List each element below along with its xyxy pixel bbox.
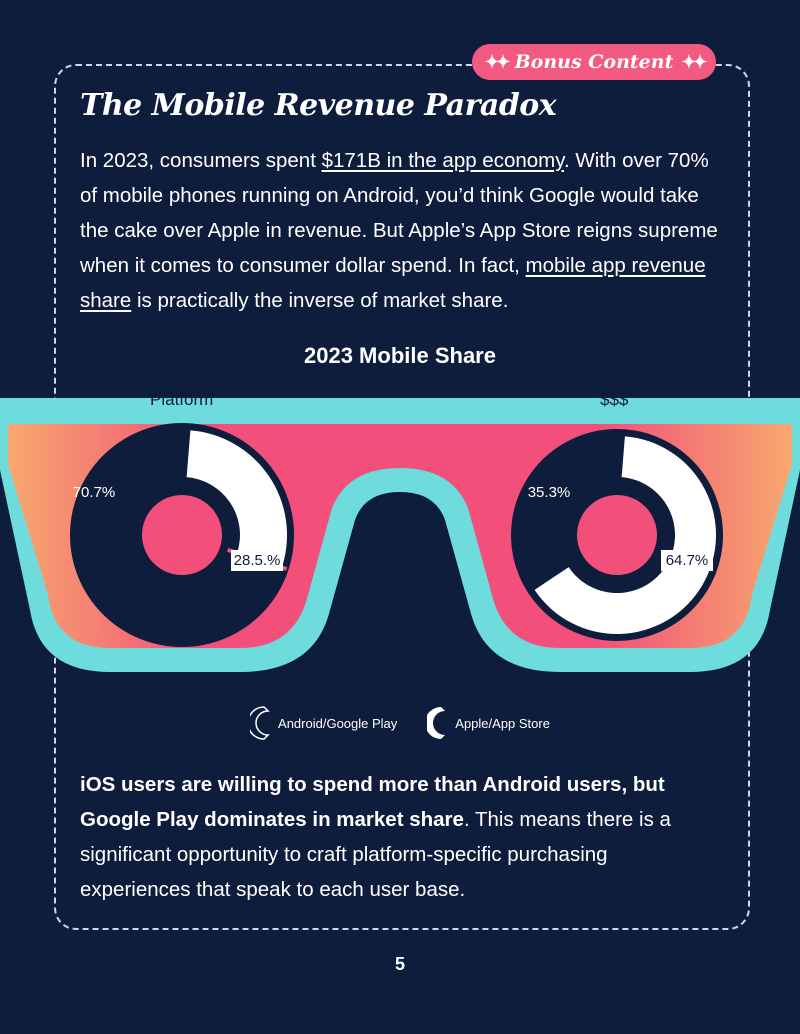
pie-hole: [142, 495, 222, 575]
apple-share-label: 64.7%: [666, 552, 709, 569]
android-share-label: 35.3%: [528, 484, 571, 501]
chart-legend: Android/Google Play Apple/App Store: [0, 705, 800, 741]
label-background: [661, 550, 713, 571]
conclusion-text: . This means there is a significant oppo…: [80, 808, 671, 901]
conclusion-paragraph: iOS users are willing to spend more than…: [80, 767, 720, 907]
intro-paragraph: In 2023, consumers spent $171B in the ap…: [80, 143, 720, 318]
android-swatch-icon: [250, 706, 270, 740]
intro-text: . With over 70% of mobile phones running…: [80, 149, 718, 277]
glasses-chart: 70.7% 28.5.% 35.3% 64.7%: [0, 398, 800, 672]
conclusion-bold: iOS users are willing to spend more than…: [80, 773, 665, 831]
revenue-share-link[interactable]: mobile app revenue share: [80, 254, 706, 312]
intro-text: In 2023, consumers spent: [80, 149, 322, 172]
legend-label: Apple/App Store: [455, 715, 550, 731]
revenue-label: $$$: [600, 390, 629, 409]
pie-slice-apple: [534, 436, 716, 634]
page-title: The Mobile Revenue Paradox: [80, 88, 557, 123]
apple-share-label: 28.5.%: [234, 552, 281, 569]
pie-hole: [577, 495, 657, 575]
apple-swatch-icon: [427, 707, 446, 739]
sparkle-icon: ✦✦: [681, 51, 707, 73]
label-background: [231, 550, 283, 571]
platform-label: Platform: [150, 390, 214, 409]
legend-label: Android/Google Play: [278, 715, 398, 731]
page-number: 5: [394, 954, 405, 974]
sparkle-icon: ✦✦: [484, 51, 510, 73]
legend-item-android: Android/Google Play: [250, 705, 397, 741]
legend-item-apple: Apple/App Store: [427, 705, 550, 741]
bonus-content-badge: ✦✦ Bonus Content ✦✦: [472, 44, 716, 80]
intro-text: is practically the inverse of market sha…: [131, 289, 509, 312]
badge-label: Bonus Content: [514, 51, 674, 73]
platform-pie: 70.7% 28.5.%: [70, 423, 294, 647]
revenue-pie: 35.3% 64.7%: [511, 429, 723, 641]
pie-slice-apple: [186, 430, 287, 566]
android-share-label: 70.7%: [73, 484, 116, 501]
app-economy-link[interactable]: $171B in the app economy: [321, 149, 564, 172]
chart-title: 2023 Mobile Share: [304, 343, 496, 368]
